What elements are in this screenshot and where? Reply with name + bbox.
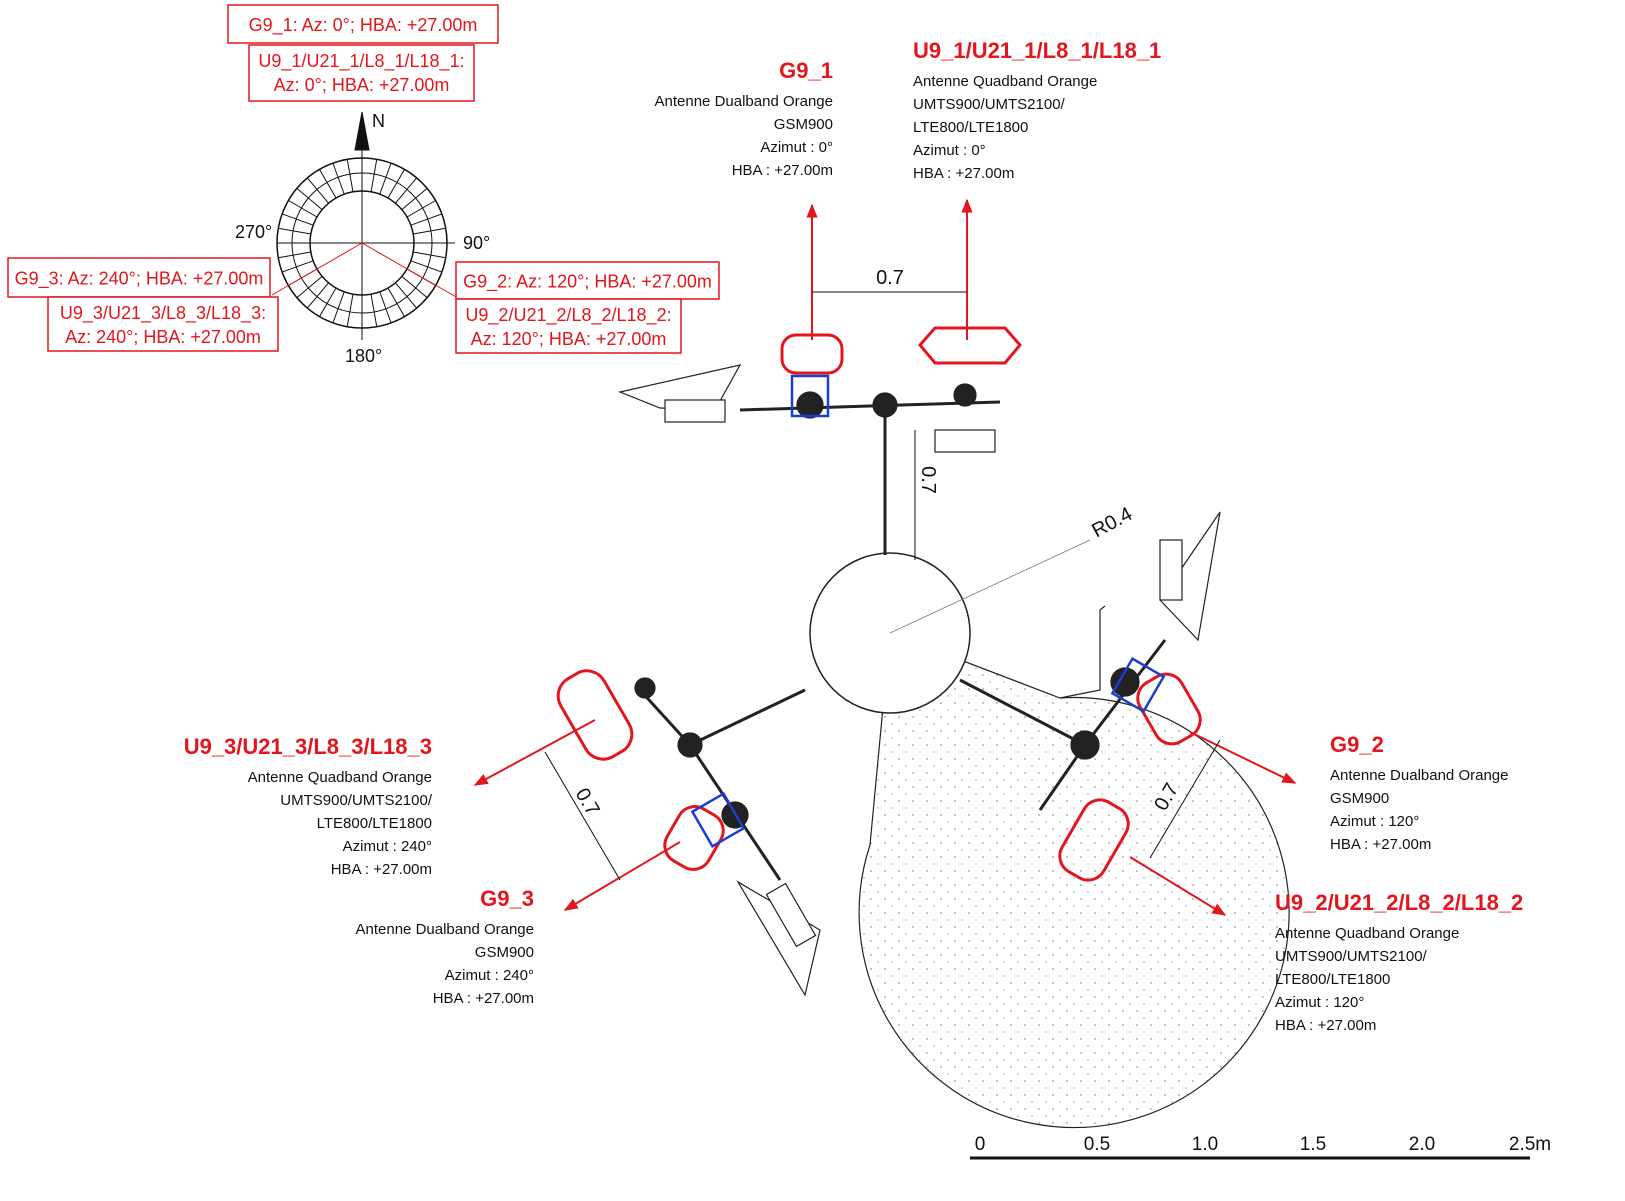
antenna-detail: Antenne Quadband Orange [1275, 925, 1459, 942]
compass-tick [388, 169, 405, 198]
antenna-detail: HBA : +27.00m [732, 162, 833, 179]
antenna-name: G9_1 [779, 58, 833, 83]
compass-tick [388, 288, 405, 317]
antenna-detail: UMTS900/UMTS2100/ [1275, 948, 1428, 965]
azimuth-quad: Az: 120°; HBA: +27.00m [471, 329, 667, 349]
compass-east: 90° [463, 233, 490, 253]
antenna-detail: Azimut : 240° [343, 838, 432, 855]
scale-label: 0 [975, 1134, 986, 1155]
azimuth-quad: U9_2/U21_2/L8_2/L18_2: [465, 305, 671, 326]
antenna-detail: Azimut : 0° [913, 142, 986, 159]
compass-tick [347, 159, 353, 191]
compass-tick [320, 169, 337, 198]
compass-tick [407, 201, 436, 218]
compass-north: N [372, 111, 385, 131]
azimuth-quad: Az: 0°; HBA: +27.00m [274, 75, 450, 95]
compass-west: 270° [235, 222, 272, 242]
antenna-name: G9_3 [480, 886, 534, 911]
antenna-name: G9_2 [1330, 732, 1384, 757]
azimuth-quad: U9_3/U21_3/L8_3/L18_3: [60, 303, 266, 324]
antenna-detail: HBA : +27.00m [913, 165, 1014, 182]
scale-label: 1.5 [1300, 1134, 1326, 1155]
compass-tick [320, 288, 337, 317]
compass-tick [278, 252, 310, 258]
antenna-name: U9_3/U21_3/L8_3/L18_3 [184, 734, 432, 759]
antenna-detail: HBA : +27.00m [1330, 836, 1431, 853]
site-plan: N 90° 180° 270° G9_1: Az: 0°; HBA: +27.00m U9… [0, 0, 1625, 1201]
radius-label: R0.4 [1088, 503, 1136, 542]
azimuth-gsm: G9_3: Az: 240°; HBA: +27.00m [15, 269, 264, 290]
antenna-name: U9_1/U21_1/L8_1/L18_1 [913, 38, 1161, 63]
antenna-detail: Azimut : 0° [760, 139, 833, 156]
azimuth-quad: U9_1/U21_1/L8_1/L18_1: [258, 51, 464, 72]
antenna-detail: Azimut : 240° [445, 967, 534, 984]
compass [272, 112, 458, 340]
dimension-label: 0.7 [571, 784, 604, 819]
compass-tick [288, 201, 317, 218]
antenna-detail: HBA : +27.00m [331, 861, 432, 878]
compass-tick [371, 294, 377, 326]
antenna-detail: GSM900 [1330, 790, 1389, 807]
antenna-detail: Azimut : 120° [1330, 813, 1419, 830]
antenna-detail: Antenne Dualband Orange [1330, 767, 1508, 784]
azimuth-gsm: G9_2: Az: 120°; HBA: +27.00m [463, 272, 712, 293]
compass-tick [413, 228, 445, 234]
antenna-detail: Azimut : 120° [1275, 994, 1364, 1011]
azimuth-gsm: G9_1: Az: 0°; HBA: +27.00m [249, 15, 478, 36]
antenna-detail: LTE800/LTE1800 [913, 119, 1028, 136]
platform [620, 365, 1289, 1128]
compass-tick [371, 159, 377, 191]
antenna-detail: Antenne Dualband Orange [356, 921, 534, 938]
compass-south: 180° [345, 346, 382, 366]
antenna-detail: GSM900 [774, 116, 833, 133]
azimuth-quad: Az: 240°; HBA: +27.00m [65, 327, 261, 347]
antenna-detail: Antenne Quadband Orange [248, 769, 432, 786]
compass-tick [413, 252, 445, 258]
antenna-detail: LTE800/LTE1800 [1275, 971, 1390, 988]
dimension-label: 0.7 [876, 267, 904, 289]
antenna-detail: GSM900 [475, 944, 534, 961]
compass-tick [347, 294, 353, 326]
scale-label: 0.5 [1084, 1134, 1110, 1155]
antenna-detail: Antenne Quadband Orange [913, 73, 1097, 90]
scale-label: 2.5m [1509, 1134, 1551, 1155]
compass-tick [278, 228, 310, 234]
antenna-detail: Antenne Dualband Orange [655, 93, 833, 110]
antenna-detail: UMTS900/UMTS2100/ [280, 792, 433, 809]
scale-label: 1.0 [1192, 1134, 1218, 1155]
scale-label: 2.0 [1409, 1134, 1435, 1155]
antenna-detail: HBA : +27.00m [1275, 1017, 1376, 1034]
antenna-detail: UMTS900/UMTS2100/ [913, 96, 1066, 113]
antenna-detail: LTE800/LTE1800 [317, 815, 432, 832]
antenna-detail: HBA : +27.00m [433, 990, 534, 1007]
antenna-name: U9_2/U21_2/L8_2/L18_2 [1275, 890, 1523, 915]
dimension-label: 0.7 [917, 466, 939, 494]
